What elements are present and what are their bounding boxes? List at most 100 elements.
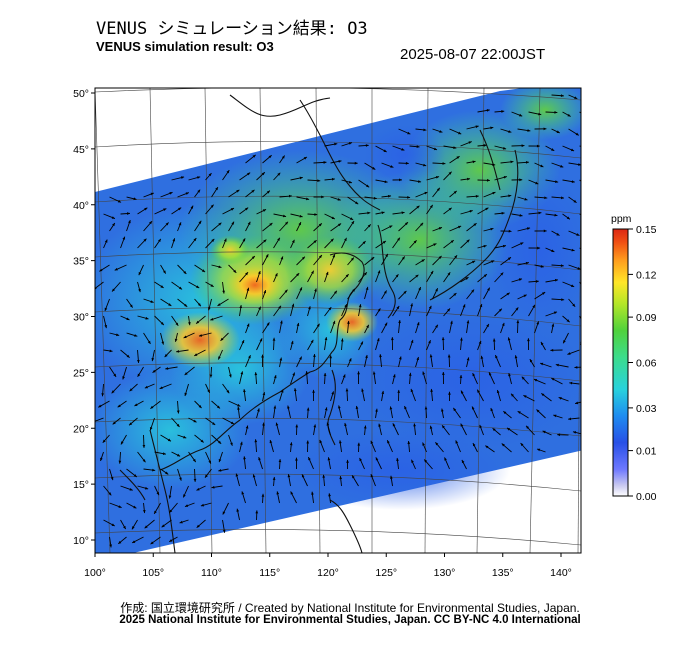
wind-arrow (239, 271, 249, 283)
wind-arrow (160, 468, 169, 475)
wind-arrow (542, 430, 552, 436)
wind-arrow (290, 213, 303, 218)
wind-arrow (471, 406, 478, 419)
wind-arrow (245, 221, 251, 232)
wind-arrow (177, 468, 182, 481)
wind-arrow (120, 236, 126, 249)
wind-arrow (114, 264, 127, 271)
wind-arrow (568, 298, 576, 308)
wind-arrow (235, 473, 240, 487)
wind-arrow (586, 231, 598, 236)
wind-arrow (477, 340, 482, 351)
wind-arrow (562, 145, 575, 152)
wind-arrow (296, 287, 303, 300)
wind-arrow (392, 211, 405, 215)
wind-arrow (245, 189, 255, 198)
wind-arrow (415, 191, 428, 198)
wind-arrow (188, 315, 191, 326)
wind-arrow (160, 298, 172, 307)
wind-arrow (296, 322, 300, 334)
wind-arrow (536, 409, 546, 419)
wind-arrow (586, 265, 592, 274)
wind-arrow (409, 205, 420, 215)
wind-arrow (109, 366, 117, 378)
wind-arrow (361, 388, 365, 402)
wind-arrow (492, 427, 501, 436)
wind-arrow (345, 388, 349, 402)
latitude-tick-label: 10° (73, 535, 89, 547)
coastlines (119, 94, 519, 553)
wind-arrow (568, 196, 577, 204)
wind-arrow (262, 289, 267, 300)
wind-arrow (381, 390, 385, 402)
colorbar: ppm 0.00 0.01 0.03 0.06 0.09 0.12 0.15 (611, 213, 657, 503)
wind-arrow (109, 468, 114, 481)
wind-arrow (143, 468, 156, 472)
wind-arrow (222, 502, 229, 515)
wind-arrow (381, 290, 387, 300)
wind-arrow (586, 95, 595, 102)
wind-arrow (429, 354, 433, 368)
wind-arrow (154, 485, 160, 496)
wind-arrow (228, 434, 233, 446)
wind-arrow (529, 358, 535, 368)
wind-arrow (378, 423, 382, 436)
colorbar-scale (612, 228, 629, 497)
wind-arrow (120, 519, 127, 530)
wind-arrow (551, 230, 560, 236)
wind-arrow (160, 222, 169, 232)
wind-arrow (449, 128, 462, 135)
wind-arrow (430, 388, 434, 402)
wind-arrow (287, 474, 291, 487)
wind-arrow (523, 394, 535, 402)
wind-arrow (392, 273, 399, 283)
wind-arrow (426, 243, 437, 249)
wind-arrow (313, 223, 323, 232)
wind-arrow (293, 388, 297, 402)
wind-arrow (358, 211, 371, 215)
wind-arrow (341, 303, 348, 317)
wind-arrow (424, 406, 428, 419)
wind-arrow (477, 207, 489, 215)
wind-arrow (103, 239, 108, 249)
wind-arrow (410, 388, 416, 402)
wind-arrow (109, 332, 120, 337)
wind-arrow (161, 519, 172, 528)
wind-arrow (269, 439, 274, 453)
wind-arrow (364, 324, 370, 334)
wind-arrow (209, 366, 213, 378)
wind-arrow (171, 315, 179, 327)
wind-arrow (364, 224, 372, 232)
wind-arrow (171, 176, 185, 181)
wind-arrow (211, 485, 223, 489)
wind-arrow (557, 433, 569, 437)
wind-arrow (330, 160, 342, 164)
wind-arrow (392, 305, 400, 317)
wind-arrow (307, 339, 314, 351)
wind-arrow (432, 288, 439, 300)
wind-arrow (120, 212, 131, 215)
wind-arrow (228, 366, 232, 378)
wind-arrow (413, 423, 416, 436)
wind-arrow (586, 299, 593, 308)
wind-arrow (273, 273, 278, 283)
wind-arrow (398, 290, 407, 300)
wind-arrow (568, 230, 580, 236)
wind-arrow (392, 145, 405, 151)
wind-arrow (466, 160, 476, 164)
wind-arrow (182, 485, 189, 498)
wind-arrow (358, 240, 366, 249)
wind-arrow (324, 337, 328, 351)
wind-arrow (198, 332, 212, 337)
wind-arrow (392, 237, 401, 249)
wind-arrow (341, 273, 349, 283)
wind-arrow (160, 434, 172, 442)
title-en: VENUS simulation result: O3 (96, 39, 274, 54)
wind-arrow (344, 422, 348, 436)
wind-arrow (205, 281, 214, 288)
wind-arrow (347, 358, 352, 368)
wind-arrow (460, 177, 471, 181)
wind-arrow (95, 417, 104, 422)
wind-arrow (441, 337, 445, 351)
wind-arrow (449, 225, 462, 232)
